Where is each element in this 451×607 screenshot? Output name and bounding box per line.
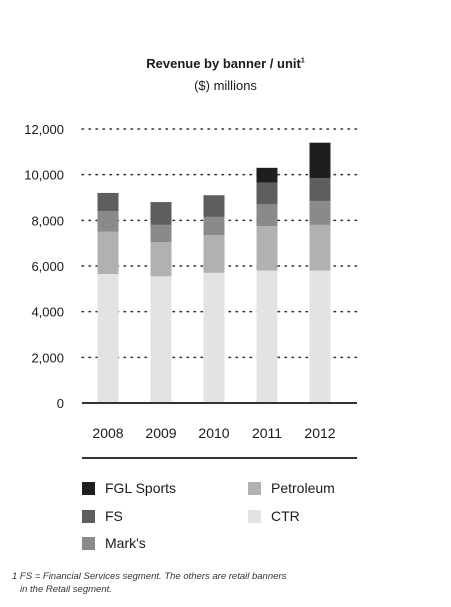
bar-segment-mark-s-2012 — [309, 200, 331, 225]
legend-label-fs: FS — [105, 508, 123, 524]
x-tick-label: 2010 — [198, 425, 229, 441]
footnote-line-1: 1 FS = Financial Services segment. The o… — [12, 571, 287, 582]
bar-segment-mark-s-2009 — [150, 224, 172, 243]
x-tick-label: 2011 — [252, 425, 282, 441]
chart-title: Revenue by banner / unit1 — [0, 56, 451, 71]
legend-swatch-marks — [82, 536, 95, 550]
legend-label-petroleum: Petroleum — [271, 480, 335, 496]
legend-item-marks: Mark's — [82, 535, 146, 551]
legend-item-fgl-sports: FGL Sports — [82, 480, 176, 496]
revenue-chart: 0 2,000 4,000 6,000 8,000 10,000 12,000 2008 200… — [24, 122, 358, 459]
legend-swatch-fgl-sports — [82, 481, 95, 495]
bar-segment-fs-2010 — [203, 195, 225, 217]
bar-segment-petroleum-2009 — [150, 242, 172, 277]
y-tick-label: 0 — [57, 396, 64, 411]
bar-segment-fs-2011 — [256, 182, 278, 205]
footnote: 1 FS = Financial Services segment. The o… — [12, 570, 372, 596]
x-tick-label: 2012 — [304, 425, 335, 441]
legend-label-fgl-sports: FGL Sports — [105, 480, 177, 496]
y-tick-label: 6,000 — [31, 259, 64, 274]
y-tick-label: 8,000 — [31, 213, 64, 228]
legend-swatch-ctr — [248, 509, 261, 523]
legend-item-fs: FS — [82, 508, 123, 524]
x-tick-label: 2009 — [145, 425, 176, 441]
bar-segment-ctr-2008 — [97, 273, 119, 403]
y-tick-label: 12,000 — [24, 122, 64, 137]
bar-segment-petroleum-2008 — [97, 231, 119, 274]
legend-item-ctr: CTR — [248, 508, 300, 524]
y-tick-label: 2,000 — [31, 350, 64, 365]
legend-label-marks: Mark's — [105, 535, 146, 551]
y-tick-label: 4,000 — [31, 305, 64, 320]
legend-label-ctr: CTR — [271, 508, 300, 524]
bar-segment-fs-2008 — [97, 192, 119, 212]
bar-segment-petroleum-2012 — [309, 224, 331, 271]
bar-segment-ctr-2011 — [256, 270, 278, 403]
bar-segment-petroleum-2010 — [203, 235, 225, 273]
title-footnote-marker: 1 — [300, 57, 305, 65]
bar-segment-ctr-2010 — [203, 272, 225, 403]
bar-segment-mark-s-2011 — [256, 204, 278, 227]
bar-segment-mark-s-2008 — [97, 211, 119, 232]
bar-segment-fgl-sports-2011 — [256, 167, 278, 183]
x-tick-label: 2008 — [92, 425, 123, 441]
bar-segment-ctr-2009 — [150, 276, 172, 403]
chart-subtitle: ($) millions — [194, 78, 257, 93]
legend-swatch-petroleum — [248, 481, 261, 495]
legend-swatch-fs — [82, 509, 95, 523]
bar-segment-mark-s-2010 — [203, 216, 225, 236]
bar-segment-fs-2009 — [150, 202, 172, 225]
bar-segment-petroleum-2011 — [256, 226, 278, 271]
legend-item-petroleum: Petroleum — [248, 480, 335, 496]
bar-segment-fgl-sports-2012 — [309, 142, 331, 179]
bar-segment-ctr-2012 — [309, 270, 331, 403]
y-tick-label: 10,000 — [24, 168, 64, 183]
chart-title-text: Revenue by banner / unit — [146, 56, 301, 71]
footnote-line-2: in the Retail segment. — [20, 584, 112, 595]
bar-segment-fs-2012 — [309, 178, 331, 201]
